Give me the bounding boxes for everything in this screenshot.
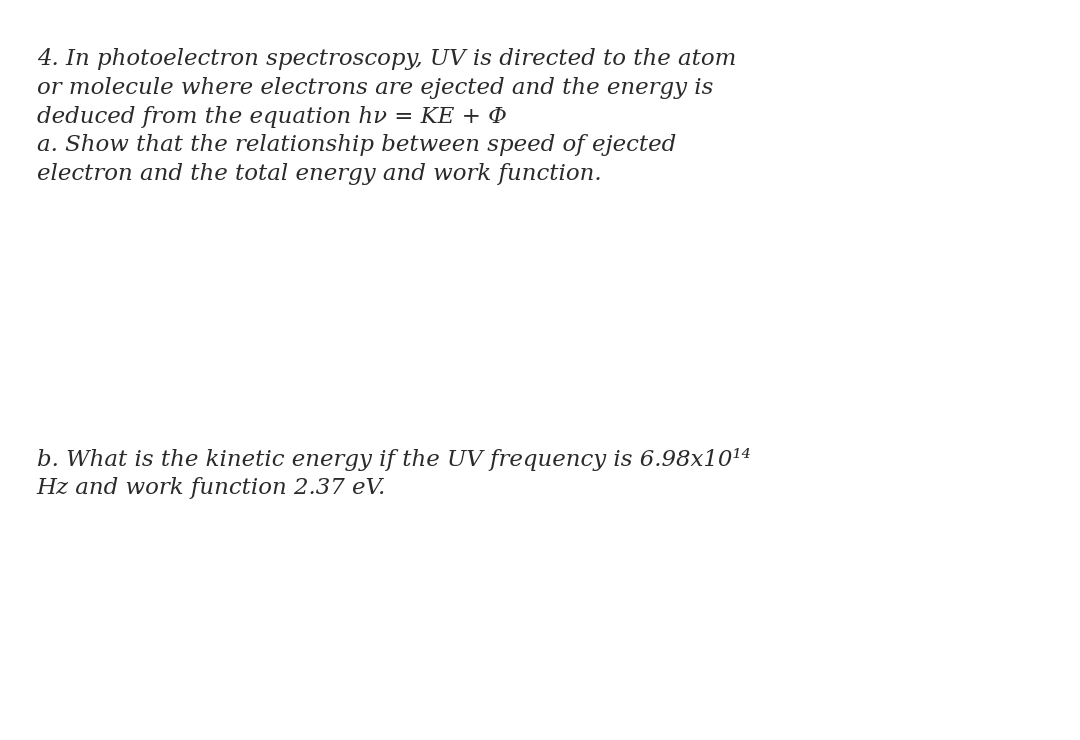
Text: b. What is the kinetic energy if the UV frequency is 6.98x10¹⁴
Hz and work funct: b. What is the kinetic energy if the UV … bbox=[37, 448, 751, 500]
Text: 4. In photoelectron spectroscopy, UV is directed to the atom
or molecule where e: 4. In photoelectron spectroscopy, UV is … bbox=[37, 48, 737, 185]
